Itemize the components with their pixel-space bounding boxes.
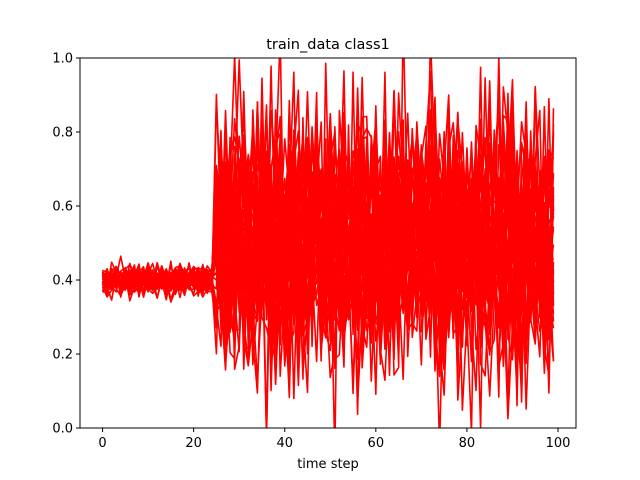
y-tick-label: 0.2 bbox=[52, 348, 73, 363]
x-axis-label: time step bbox=[297, 457, 359, 472]
x-tick-label: 100 bbox=[546, 436, 571, 451]
y-axis: 0.0 0.2 0.4 0.6 0.8 1.0 bbox=[52, 52, 80, 437]
series-line bbox=[102, 58, 555, 355]
x-tick-label: 0 bbox=[98, 436, 106, 451]
y-tick-label: 0.4 bbox=[52, 274, 73, 289]
series-group bbox=[101, 58, 555, 428]
x-tick-label: 60 bbox=[368, 436, 385, 451]
y-tick-label: 1.0 bbox=[52, 52, 73, 67]
x-tick-label: 20 bbox=[185, 436, 202, 451]
x-tick-label: 40 bbox=[276, 436, 293, 451]
y-tick-label: 0.0 bbox=[52, 422, 73, 437]
x-axis: 0 20 40 60 80 100 bbox=[98, 428, 570, 451]
x-tick-label: 80 bbox=[459, 436, 476, 451]
plot-frame bbox=[79, 57, 577, 429]
chart-title: train_data class1 bbox=[266, 37, 390, 53]
y-tick-label: 0.8 bbox=[52, 126, 73, 141]
y-tick-label: 0.6 bbox=[52, 200, 73, 215]
